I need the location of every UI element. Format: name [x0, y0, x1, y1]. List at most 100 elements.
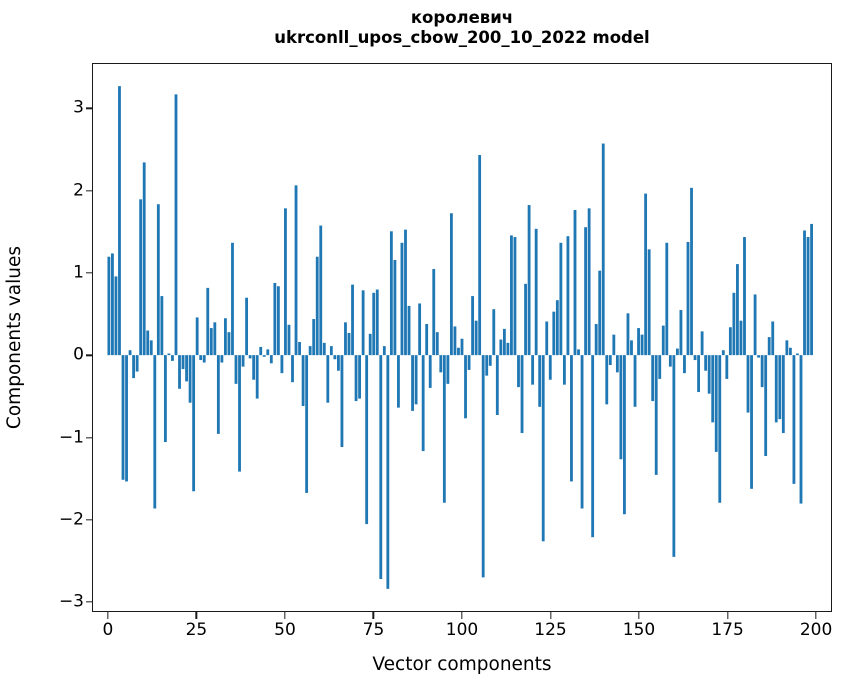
bar — [114, 276, 118, 356]
x-tick-mark — [726, 612, 729, 619]
y-tick-label: −2 — [58, 509, 84, 530]
bar — [619, 355, 623, 460]
bar — [654, 355, 658, 475]
x-tick-label: 50 — [274, 620, 296, 640]
x-tick-label: 0 — [102, 620, 114, 640]
bar — [799, 355, 803, 504]
y-tick-mark — [85, 354, 92, 356]
x-tick-mark — [638, 612, 640, 619]
bar — [255, 355, 259, 399]
bar — [584, 227, 588, 356]
y-tick-label: −3 — [58, 591, 84, 612]
bar — [548, 355, 552, 380]
bar — [315, 256, 319, 356]
bar — [446, 355, 450, 384]
bar — [442, 355, 446, 503]
bar — [305, 355, 309, 493]
bar — [707, 355, 711, 394]
bar — [499, 339, 503, 356]
plot-area — [92, 63, 832, 612]
bar — [534, 228, 538, 356]
bar — [163, 355, 167, 443]
bar — [559, 242, 563, 356]
bar — [711, 355, 715, 423]
bar — [372, 292, 376, 356]
bar — [397, 355, 400, 408]
bar — [675, 348, 679, 356]
bar — [171, 355, 174, 361]
bar — [294, 185, 298, 356]
bar — [630, 340, 633, 356]
y-tick-label: 1 — [73, 262, 84, 283]
bar — [365, 355, 369, 525]
y-axis-label: Components values — [4, 245, 25, 430]
bar — [527, 205, 531, 356]
x-tick-label: 100 — [445, 620, 479, 640]
bar-series — [107, 86, 813, 589]
bar — [690, 187, 693, 356]
bar — [725, 355, 729, 379]
bar — [291, 355, 294, 383]
bar — [732, 292, 736, 356]
bar — [746, 355, 750, 413]
bar — [605, 355, 609, 405]
bar — [322, 342, 326, 356]
bar — [404, 229, 407, 356]
bar — [248, 355, 252, 359]
bar — [626, 313, 630, 356]
bar — [178, 355, 181, 389]
bar — [615, 355, 619, 373]
bar — [753, 294, 757, 356]
bar — [375, 289, 379, 356]
bar — [227, 332, 231, 356]
bar — [788, 347, 792, 356]
bar — [488, 355, 492, 366]
bar — [796, 353, 799, 356]
bar — [520, 355, 524, 434]
bar — [774, 355, 778, 423]
bar — [760, 355, 764, 388]
bar — [573, 209, 577, 356]
bar — [668, 355, 672, 367]
bar — [400, 242, 404, 356]
bar — [651, 355, 655, 402]
x-tick-label: 125 — [534, 620, 567, 640]
y-tick-mark — [85, 272, 92, 274]
bar — [785, 340, 789, 356]
bar — [199, 355, 203, 361]
bar — [121, 355, 125, 480]
bar — [153, 355, 157, 509]
bar — [545, 321, 549, 356]
bar-chart-canvas — [107, 86, 813, 589]
bar — [792, 355, 796, 484]
bar — [298, 342, 301, 356]
bar — [601, 143, 605, 356]
bar — [329, 346, 333, 356]
bar — [700, 331, 704, 356]
bar — [213, 322, 217, 356]
bar — [767, 337, 771, 356]
bar — [354, 355, 358, 402]
bar — [209, 328, 213, 356]
bar — [428, 355, 432, 388]
bar — [118, 86, 121, 356]
bar — [453, 326, 457, 356]
bar — [661, 325, 665, 356]
bar — [577, 349, 580, 356]
bar — [181, 355, 185, 370]
x-tick-mark — [815, 612, 817, 619]
bar — [386, 355, 390, 589]
bar — [587, 208, 591, 356]
bar — [414, 355, 418, 405]
x-tick-mark — [372, 612, 375, 619]
bar — [125, 355, 128, 482]
bar — [778, 355, 782, 420]
x-tick-mark — [195, 612, 198, 619]
bar — [541, 355, 545, 542]
bar — [478, 155, 482, 356]
chart-title-line-1: королевич — [410, 8, 514, 27]
bar — [382, 346, 386, 356]
bar — [531, 355, 535, 385]
bar — [312, 319, 316, 356]
x-tick-mark — [284, 612, 286, 619]
